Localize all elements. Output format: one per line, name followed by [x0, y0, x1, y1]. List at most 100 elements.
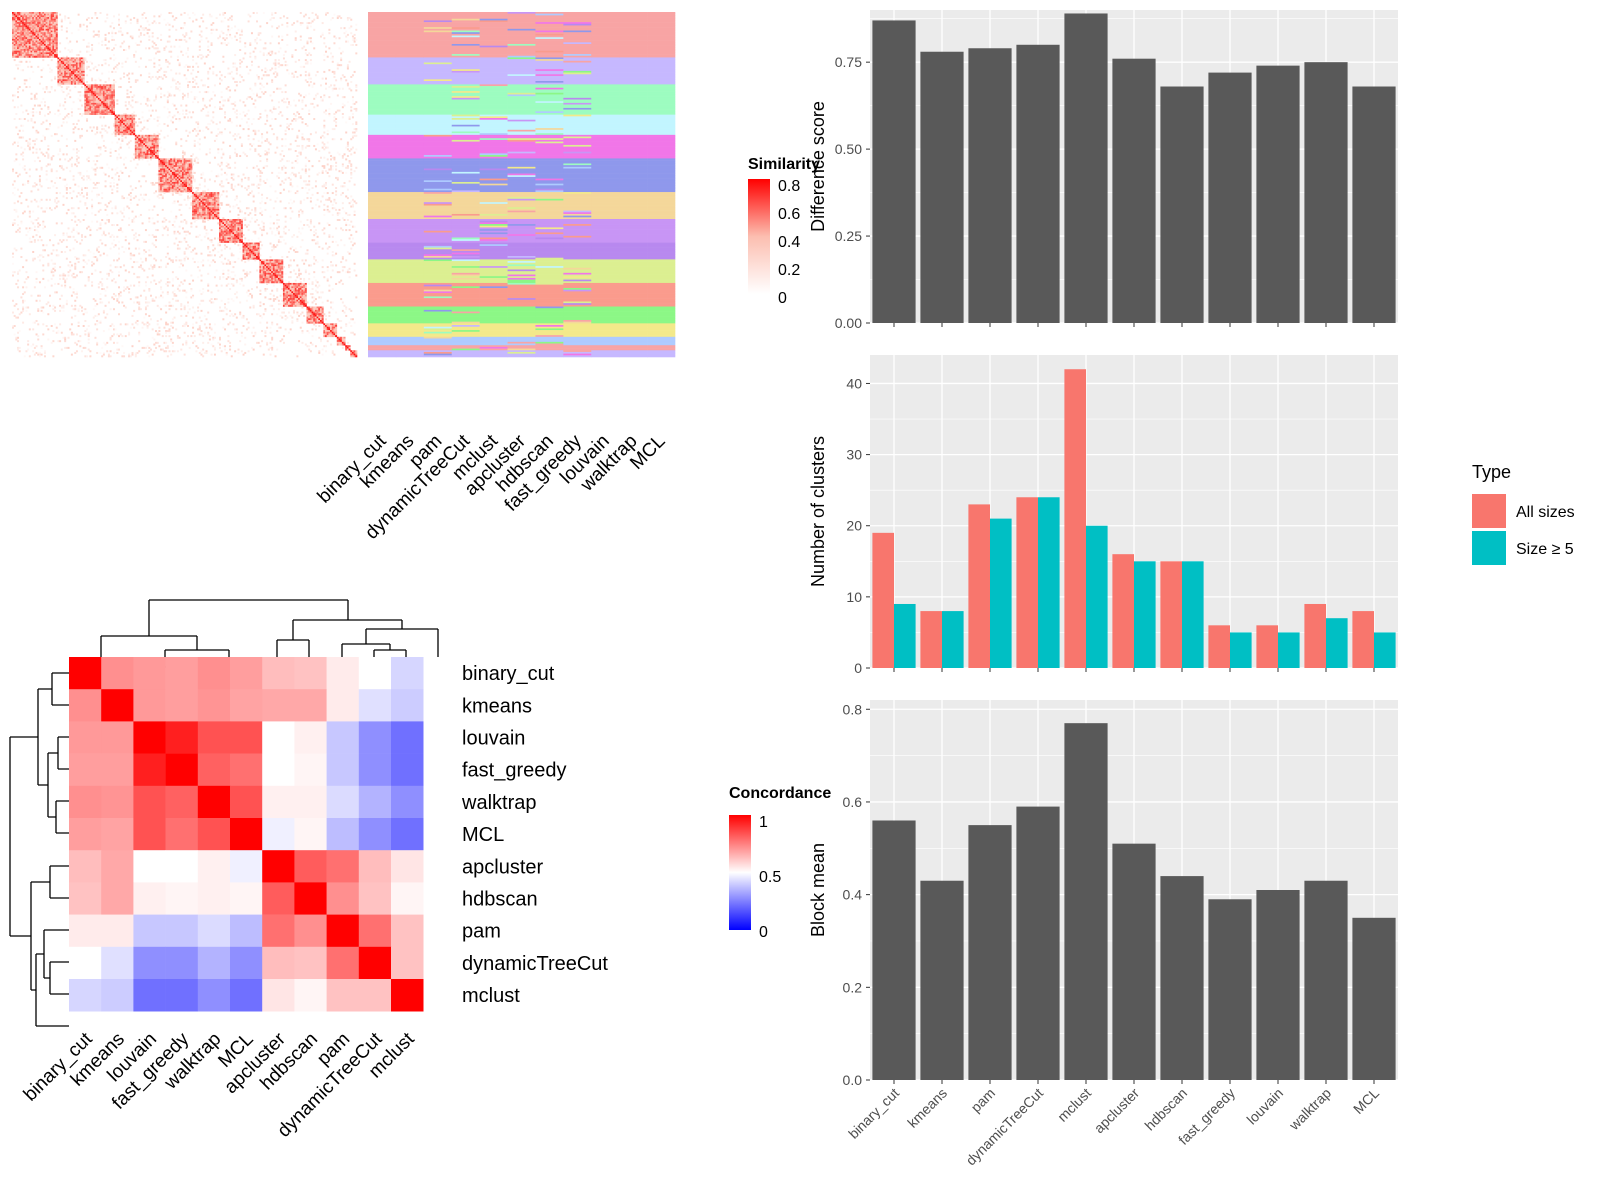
similarity-cell [192, 69, 195, 72]
similarity-cell [82, 195, 85, 198]
similarity-cell [139, 134, 142, 137]
similarity-cell [62, 195, 65, 198]
similarity-cell [240, 180, 243, 183]
similarity-cell [232, 219, 235, 221]
similarity-cell [81, 86, 83, 89]
similarity-cell [207, 188, 210, 191]
similarity-cell [17, 20, 20, 23]
similarity-cell [52, 45, 55, 48]
similarity-cell [54, 18, 57, 21]
similarity-cell [198, 234, 201, 237]
similarity-cell [65, 79, 68, 82]
similarity-cell [187, 158, 189, 161]
similarity-cell [81, 128, 83, 131]
similarity-cell [28, 143, 31, 146]
similarity-cell [234, 101, 237, 104]
similarity-cell [12, 40, 14, 43]
similarity-cell [188, 111, 191, 114]
similarity-cell [144, 27, 147, 30]
similarity-cell [22, 20, 25, 23]
similarity-cell [232, 261, 235, 264]
similarity-cell [259, 261, 262, 264]
similarity-cell [30, 32, 33, 35]
similarity-cell [28, 52, 31, 55]
similarity-cell [158, 175, 161, 178]
similarity-cell [171, 166, 174, 169]
similarity-cell [72, 178, 75, 181]
similarity-cell [173, 185, 176, 188]
similarity-cell [131, 121, 134, 124]
similarity-cell [259, 170, 262, 173]
similarity-cell [70, 32, 73, 35]
similarity-cell [207, 219, 210, 221]
similarity-cell [59, 150, 62, 152]
similarity-cell [118, 121, 120, 124]
similarity-cell [195, 195, 198, 198]
similarity-cell [129, 91, 132, 94]
similarity-cell [134, 79, 137, 82]
similarity-cell [74, 67, 77, 70]
similarity-cell [138, 155, 141, 158]
similarity-cell [106, 131, 109, 134]
similarity-cell [235, 222, 238, 225]
similarity-cell [123, 49, 126, 51]
similarity-cell [86, 193, 89, 196]
similarity-cell [82, 112, 85, 115]
similarity-cell [38, 47, 41, 50]
similarity-cell [121, 219, 124, 221]
similarity-cell [57, 75, 60, 78]
similarity-cell [175, 183, 178, 186]
similarity-cell [96, 155, 99, 158]
similarity-cell [247, 244, 250, 247]
similarity-cell [262, 229, 265, 232]
similarity-cell [50, 40, 53, 43]
similarity-cell [109, 185, 112, 188]
similarity-cell [27, 42, 30, 45]
similarity-cell [45, 15, 48, 18]
similarity-cell [146, 28, 149, 31]
similarity-cell [175, 259, 178, 262]
similarity-cell [150, 155, 152, 158]
similarity-cell [254, 57, 257, 60]
similarity-cell [188, 188, 191, 191]
similarity-cell [176, 192, 179, 195]
similarity-cell [222, 99, 225, 102]
similarity-cell [176, 170, 179, 173]
similarity-cell [74, 82, 77, 85]
similarity-cell [212, 28, 215, 31]
similarity-cell [123, 250, 126, 253]
similarity-cell [170, 129, 173, 132]
similarity-cell [235, 109, 238, 112]
similarity-cell [25, 33, 28, 36]
similarity-cell [45, 165, 48, 168]
similarity-cell [47, 156, 50, 159]
similarity-cell [70, 197, 73, 200]
similarity-cell [240, 239, 243, 242]
similarity-cell [112, 245, 115, 248]
similarity-cell [259, 262, 262, 265]
similarity-cell [104, 37, 107, 40]
similarity-cell [193, 252, 196, 255]
similarity-cell [38, 160, 41, 163]
similarity-cell [136, 141, 139, 144]
similarity-cell [50, 86, 53, 89]
similarity-cell [161, 220, 164, 223]
similarity-cell [197, 215, 200, 218]
similarity-cell [257, 118, 260, 120]
similarity-cell [54, 22, 57, 25]
similarity-cell [252, 230, 255, 233]
similarity-cell [242, 79, 245, 82]
similarity-cell [250, 97, 253, 100]
similarity-cell [136, 150, 139, 152]
similarity-cell [185, 165, 188, 168]
similarity-cell [131, 72, 134, 75]
similarity-cell [55, 54, 58, 57]
similarity-cell [261, 271, 264, 274]
similarity-cell [134, 134, 137, 137]
similarity-cell [128, 141, 131, 144]
similarity-cell [65, 55, 68, 58]
similarity-cell [158, 163, 161, 166]
similarity-cell [91, 94, 94, 97]
similarity-cell [173, 200, 176, 203]
similarity-cell [203, 215, 206, 218]
